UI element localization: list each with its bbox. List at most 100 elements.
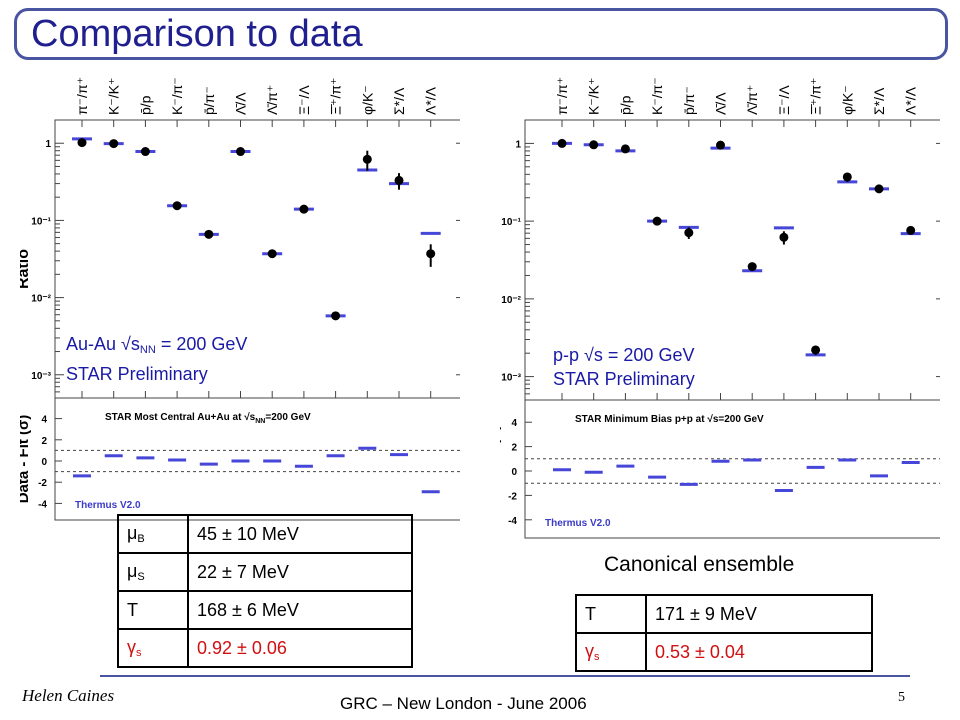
category-label: Ξ̄⁺/π⁺ — [328, 78, 344, 115]
residual-tick-label: 0 — [41, 457, 47, 468]
param-symbol: γs — [117, 628, 189, 668]
auau-param-row: T 168 ± 6 MeV — [117, 590, 413, 630]
residual-tick-label: -2 — [38, 478, 47, 489]
residual-tick-label: 2 — [511, 443, 517, 454]
y-tick-label: 1 — [515, 139, 521, 150]
param-value: 0.53 ± 0.04 — [645, 632, 873, 672]
data-point — [557, 138, 567, 148]
data-point — [811, 345, 821, 355]
y-tick-label: 10⁻³ — [31, 371, 51, 382]
category-label: Ξ̄⁺/π⁺ — [808, 78, 824, 115]
residual-tick-label: -4 — [38, 499, 47, 510]
param-symbol: T — [117, 590, 189, 630]
pp-parameter-table: T 171 ± 9 MeV γs 0.53 ± 0.04 — [575, 594, 873, 672]
category-label: Ξ⁻/Λ — [776, 85, 792, 115]
category-label: φ/K⁻ — [839, 85, 855, 115]
param-symbol: γs — [575, 632, 647, 672]
residual-tick-label: -2 — [508, 491, 517, 502]
param-symbol-text: T — [585, 603, 596, 624]
category-label: K⁻/K⁺ — [106, 78, 122, 115]
category-label: φ/K⁻ — [359, 85, 375, 115]
category-label: Σ*/Λ — [391, 87, 407, 115]
param-symbol: μS — [117, 552, 189, 592]
category-label: Σ*/Λ — [871, 87, 887, 115]
data-point — [842, 172, 852, 182]
param-symbol: T — [575, 594, 647, 634]
data-point — [426, 249, 436, 259]
page-number: 5 — [898, 690, 905, 705]
auau-preliminary-label: STAR Preliminary — [66, 364, 208, 384]
footer-divider — [100, 675, 910, 677]
panel-auau: π⁻/π⁺ K⁻/K⁺ p̄/p K⁻/π⁻ p̄/π⁻ Λ̄/Λ Λ̄/π⁺ Ξ⁻/Λ Ξ̄⁺… — [20, 77, 460, 521]
y-axis-label: Ratio — [500, 250, 502, 290]
category-label: Λ*/Λ — [423, 86, 439, 115]
thermus-label: Thermus V2.0 — [545, 518, 611, 529]
category-label: Λ*/Λ — [903, 86, 919, 115]
residual-plot-frame — [524, 399, 940, 539]
pp-param-row: γs 0.53 ± 0.04 — [575, 632, 873, 672]
category-label: p̄/π⁻ — [681, 86, 697, 115]
param-value: 168 ± 6 MeV — [187, 590, 413, 630]
auau-parameter-table: μB 45 ± 10 MeV μS 22 ± 7 MeV T 168 ± 6 MeV γs 0… — [117, 514, 413, 668]
param-symbol-text: γ — [585, 641, 594, 661]
category-label: Λ̄/π⁺ — [744, 85, 760, 115]
data-point — [362, 154, 372, 164]
y-tick-label: 1 — [45, 139, 51, 150]
data-point — [652, 216, 662, 226]
param-symbol-subscript: s — [594, 651, 600, 663]
param-symbol-subscript: s — [136, 647, 142, 659]
author: Helen Caines — [22, 686, 115, 705]
data-point — [236, 147, 245, 157]
data-point — [109, 139, 119, 149]
auau-param-row: μS 22 ± 7 MeV — [117, 552, 413, 592]
canonical-caption: Canonical ensemble — [604, 553, 795, 576]
data-point — [140, 147, 150, 157]
data-point — [906, 225, 916, 235]
category-label: p̄/p — [617, 95, 633, 115]
pp-param-row: T 171 ± 9 MeV — [575, 594, 873, 634]
data-point — [204, 229, 214, 239]
data-point — [172, 201, 182, 211]
residual-y-axis-label: Data - Fit (σ) — [20, 415, 32, 504]
residual-header-part: NN — [255, 418, 265, 425]
y-tick-label: 10⁻¹ — [501, 217, 521, 228]
y-axis-label: Ratio — [20, 249, 32, 289]
residual-tick-label: 4 — [511, 418, 517, 429]
param-value: 171 ± 9 MeV — [645, 594, 873, 634]
residual-header-part: =200 GeV — [265, 412, 311, 423]
residual-tick-label: -4 — [508, 516, 517, 527]
residual-tick-label: 2 — [41, 436, 47, 447]
category-label: p̄/π⁻ — [201, 86, 217, 115]
data-point — [331, 311, 341, 321]
y-tick-label: 10⁻² — [501, 295, 521, 306]
data-point — [267, 249, 277, 259]
residual-header-part: =200 GeV — [718, 414, 764, 425]
residual-header: STAR Minimum Bias p+p at √s=200 GeV — [575, 414, 764, 425]
pp-energy-label: p-p √s = 200 GeV — [553, 345, 695, 365]
residual-tick-label: 0 — [511, 467, 517, 478]
residual-y-axis-label: Data - Fit (σ) — [500, 425, 502, 514]
data-point — [716, 140, 725, 150]
auau-energy-label: Au-Au √sNN = 200 GeV — [66, 334, 248, 356]
panel-pp: π⁻/π⁺ K⁻/K⁺ p̄/p K⁻/π⁻ p̄/π⁻ Λ̄/Λ Λ̄/π⁺ Ξ⁻/Λ Ξ̄⁺… — [500, 77, 940, 539]
residual-header-part: STAR Most Central Au+Au at — [105, 412, 244, 423]
param-symbol: μB — [117, 514, 189, 554]
page-title: Comparison to data — [31, 13, 363, 55]
category-label: Ξ⁻/Λ — [296, 85, 312, 115]
data-point — [874, 184, 884, 194]
data-point — [620, 144, 630, 154]
data-point — [684, 228, 694, 238]
category-label: Λ̄/Λ — [713, 92, 729, 115]
category-label: K⁻/π⁻ — [649, 77, 665, 115]
y-tick-label: 10⁻² — [31, 294, 51, 305]
data-point — [589, 140, 599, 150]
data-point — [299, 204, 309, 214]
param-value: 22 ± 7 MeV — [187, 552, 413, 592]
conference-label: GRC – New London - June 2006 — [340, 694, 587, 713]
pp-preliminary-label: STAR Preliminary — [553, 369, 695, 389]
thermus-label: Thermus V2.0 — [75, 500, 141, 511]
category-label: p̄/p — [137, 95, 153, 115]
param-symbol-subscript: S — [137, 571, 145, 583]
pp-annotation: p-p √s = 200 GeV STAR Preliminary — [553, 343, 695, 391]
title-banner: Comparison to data — [14, 8, 948, 60]
